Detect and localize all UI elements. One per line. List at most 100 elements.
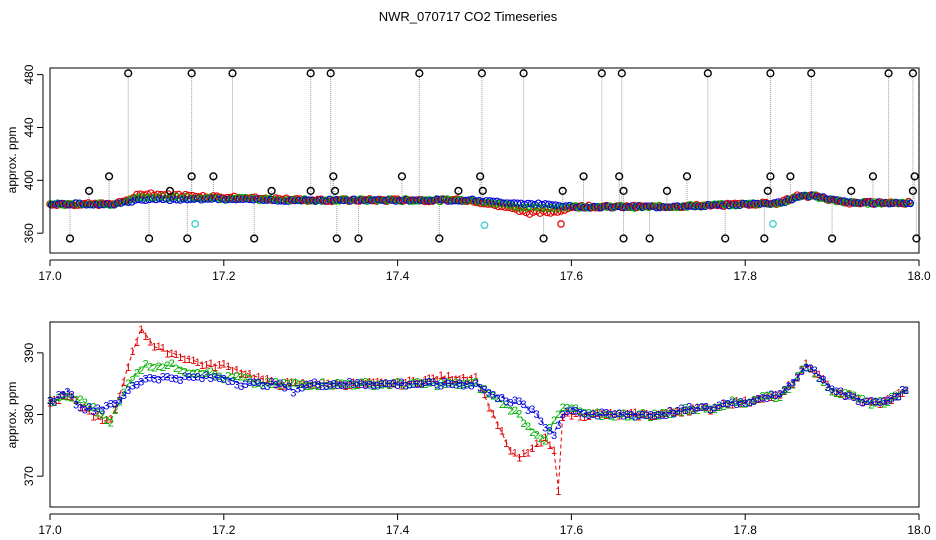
x-tick-label: 17.8 [734,523,758,537]
series-marker-1: 1 [362,378,368,390]
series-marker-2: 2 [208,366,214,378]
series-marker-1: 1 [690,403,696,415]
series-marker-2: 2 [221,374,227,386]
series-marker-2: 2 [503,399,509,411]
series-marker-1: 1 [503,438,509,450]
series-marker-2: 2 [628,410,634,422]
outlier-low-point [144,234,154,243]
series-marker-1: 1 [402,378,408,390]
series-marker-2: 2 [607,411,613,423]
series-marker-2: 2 [51,397,57,409]
series-marker-1: 1 [95,411,101,423]
series-marker-1: 1 [151,342,157,354]
outlier-high-point [597,69,606,78]
series-marker-2: 2 [73,395,79,407]
series-marker-1: 1 [329,380,335,392]
series-marker-2: 2 [872,397,878,409]
series-marker-2: 2 [398,379,404,391]
top-point-series2 [533,203,542,211]
series-marker-1: 1 [378,377,384,389]
series-marker-1: 1 [338,379,344,391]
series-marker-1: 1 [387,380,393,392]
series-marker-1: 1 [86,406,92,418]
series-marker-1: 1 [667,406,673,418]
x-tick-label: 17.0 [38,269,62,283]
series-marker-3: 3 [108,398,114,410]
series-marker-1: 1 [581,412,587,424]
outlier-mid-point [306,186,315,195]
series-marker-3: 3 [521,399,527,411]
series-marker-1: 1 [269,375,275,387]
series-marker-1: 1 [494,420,500,432]
series-marker-3: 3 [51,397,57,409]
series-marker-1: 1 [694,402,700,414]
series-marker-3: 3 [703,402,709,414]
x-tick-label: 17.0 [38,523,62,537]
series-marker-1: 1 [816,369,822,381]
series-marker-1: 1 [671,407,677,419]
series-marker-3: 3 [299,383,305,395]
series-marker-2: 2 [644,410,650,422]
series-marker-1: 1 [346,380,352,392]
series-marker-2: 2 [833,388,839,400]
series-marker-2: 2 [95,408,101,420]
series-marker-3: 3 [430,377,436,389]
series-marker-3: 3 [490,389,496,401]
series-marker-1: 1 [481,389,487,401]
series-marker-1: 1 [464,375,470,387]
series-marker-2: 2 [703,404,709,416]
series-marker-1: 1 [786,379,792,391]
series-marker-2: 2 [212,369,218,381]
series-marker-1: 1 [449,375,455,387]
series-marker-2: 2 [663,408,669,420]
outlier-mid-point [104,172,114,181]
series-marker-1: 1 [620,408,626,420]
series-marker-2: 2 [410,377,416,389]
series-marker-3: 3 [186,372,192,384]
series-marker-1: 1 [675,407,681,419]
top-point-series1 [421,197,430,206]
series-marker-2: 2 [707,404,713,416]
series-marker-2: 2 [445,377,451,389]
series-marker-1: 1 [573,408,579,420]
series-marker-2: 2 [620,408,626,420]
series-marker-3: 3 [846,390,852,402]
bottom-data-marks: 1111111111111111111111111111111111111111… [47,324,909,498]
series-marker-3: 3 [712,402,718,414]
series-marker-1: 1 [56,395,62,407]
top-point-series3 [906,199,915,208]
series-marker-1: 1 [586,411,592,423]
series-marker-2: 2 [190,368,196,380]
series-marker-2: 2 [112,405,118,417]
series-marker-3: 3 [682,405,688,417]
top-point-series1 [543,208,551,217]
series-marker-3: 3 [225,376,231,388]
outlier-low-point [354,234,363,243]
series-marker-3: 3 [820,374,826,386]
series-marker-3: 3 [212,372,218,384]
outlier-low-point [721,234,730,243]
series-marker-2: 2 [121,387,127,399]
x-tick-label: 17.6 [560,523,584,537]
series-marker-1: 1 [568,411,574,423]
series-marker-1: 1 [846,389,852,401]
series-marker-3: 3 [896,391,902,403]
series-marker-3: 3 [694,402,700,414]
series-marker-3: 3 [319,381,325,393]
series-marker-3: 3 [169,373,175,385]
series-marker-2: 2 [690,404,696,416]
series-marker-2: 2 [366,378,372,390]
series-marker-2: 2 [725,399,731,411]
series-marker-2: 2 [648,412,654,424]
top-point-series1 [293,194,301,203]
outlier-high-point [884,69,893,78]
series-marker-2: 2 [586,407,592,419]
series-marker-2: 2 [560,402,566,414]
series-marker-1: 1 [460,372,466,384]
outlier-low-point [65,234,75,243]
series-marker-2: 2 [742,399,748,411]
series-marker-1: 1 [251,373,257,385]
series-marker-1: 1 [160,342,166,354]
series-marker-3: 3 [395,380,401,392]
